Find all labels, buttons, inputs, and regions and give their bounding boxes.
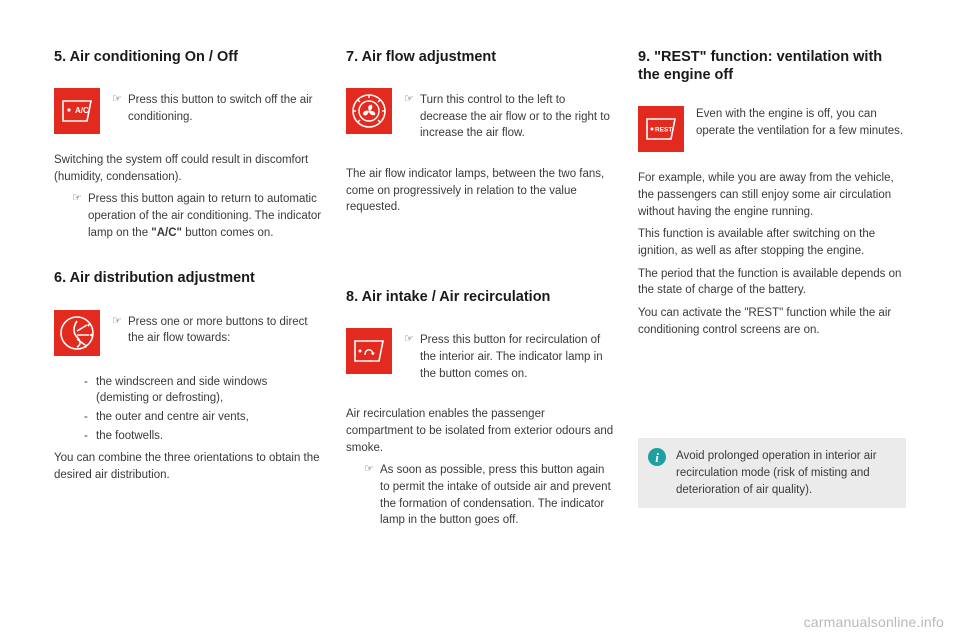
column-3: 9. "REST" function: ventilation with the… — [638, 48, 906, 557]
info-text: Avoid prolonged operation in interior ai… — [676, 448, 894, 498]
section-5-b2-bold: "A/C" — [151, 227, 182, 239]
svg-text:REST: REST — [655, 127, 672, 134]
section-8-bullet-2: As soon as possible, press this button a… — [364, 462, 614, 529]
recirculation-icon — [346, 328, 392, 374]
info-icon: i — [648, 448, 666, 466]
section-6-title: 6. Air distribution adjustment — [54, 269, 322, 287]
section-6-dash-2: the outer and centre air vents, — [84, 409, 322, 426]
manual-page: 5. Air conditioning On / Off A/C Press t… — [0, 0, 960, 640]
rest-icon: REST — [638, 106, 684, 152]
section-6-dash-3: the footwells. — [84, 428, 322, 445]
section-9-lead: Even with the engine is off, you can ope… — [696, 106, 906, 139]
section-9-para-2: This function is available after switchi… — [638, 226, 906, 259]
section-8-header: Press this button for recirculation of t… — [346, 328, 614, 388]
section-5: 5. Air conditioning On / Off A/C Press t… — [54, 48, 322, 245]
section-7-header: Turn this control to the left to decreas… — [346, 88, 614, 148]
section-9-para-1: For example, while you are away from the… — [638, 170, 906, 220]
section-5-bullet-1: Press this button to switch off the air … — [112, 92, 322, 125]
column-1: 5. Air conditioning On / Off A/C Press t… — [54, 48, 322, 557]
section-7-para-1: The air flow indicator lamps, between th… — [346, 166, 614, 216]
section-9-para-4: You can activate the "REST" function whi… — [638, 305, 906, 338]
section-7-bullet-1: Turn this control to the left to decreas… — [404, 92, 614, 142]
ac-icon: A/C — [54, 88, 100, 134]
section-8-bullet-1: Press this button for recirculation of t… — [404, 332, 614, 382]
section-6-para-1: You can combine the three orientations t… — [54, 450, 322, 483]
section-6-dashlist: the windscreen and side windows (demisti… — [54, 374, 322, 445]
columns: 5. Air conditioning On / Off A/C Press t… — [54, 48, 906, 557]
section-7-title: 7. Air flow adjustment — [346, 48, 614, 66]
svg-text:A/C: A/C — [75, 106, 89, 115]
section-9-title: 9. "REST" function: ventilation with the… — [638, 48, 906, 84]
section-6-dash-1: the windscreen and side windows (demisti… — [84, 374, 322, 407]
air-distribution-icon — [54, 310, 100, 356]
section-6-header: Press one or more buttons to direct the … — [54, 310, 322, 356]
section-6-bullet-1: Press one or more buttons to direct the … — [112, 314, 322, 347]
info-box: i Avoid prolonged operation in interior … — [638, 438, 906, 508]
section-5-header: A/C Press this button to switch off the … — [54, 88, 322, 134]
section-9: 9. "REST" function: ventilation with the… — [638, 48, 906, 344]
section-9-header: REST Even with the engine is off, you ca… — [638, 106, 906, 152]
section-5-para-1: Switching the system off could result in… — [54, 152, 322, 185]
section-8-para-1: Air recirculation enables the passenger … — [346, 406, 614, 456]
watermark: carmanualsonline.info — [804, 614, 944, 630]
section-5-b2-post: button comes on. — [182, 227, 273, 239]
section-8: 8. Air intake / Air recirculation Press … — [346, 288, 614, 533]
section-9-para-3: The period that the function is availabl… — [638, 266, 906, 299]
column-2: 7. Air flow adjustment — [346, 48, 614, 557]
section-7: 7. Air flow adjustment — [346, 48, 614, 222]
section-5-bullet-2: Press this button again to return to aut… — [72, 191, 322, 241]
section-5-title: 5. Air conditioning On / Off — [54, 48, 322, 66]
fan-dial-icon — [346, 88, 392, 134]
section-8-title: 8. Air intake / Air recirculation — [346, 288, 614, 306]
section-6: 6. Air distribution adjustment — [54, 269, 322, 489]
